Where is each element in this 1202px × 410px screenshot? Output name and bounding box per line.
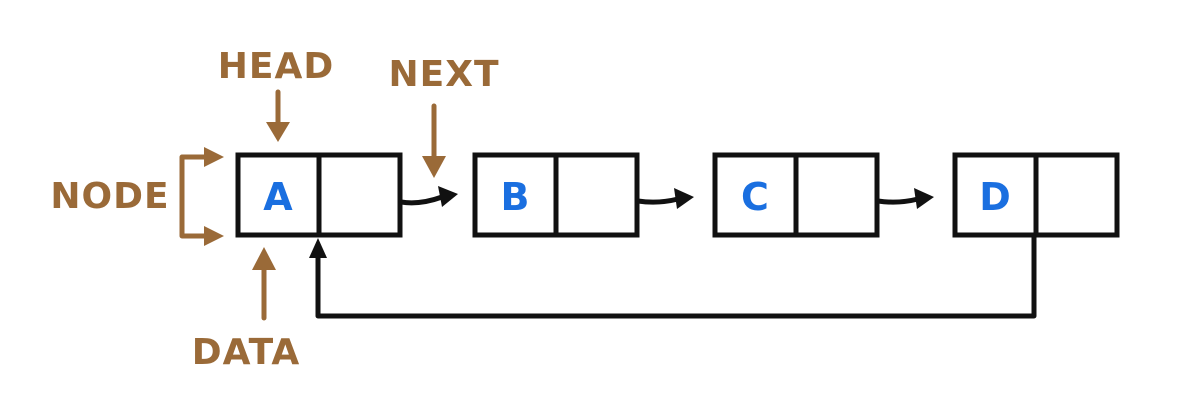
arrow-a-to-b xyxy=(398,186,458,207)
node-a: A xyxy=(235,152,403,238)
head-label: HEAD xyxy=(218,46,334,87)
return-arrow-head xyxy=(309,238,327,258)
node-a-value: A xyxy=(263,175,293,219)
node-bracket-bottom-arrow xyxy=(204,226,224,246)
data-annotation: DATA xyxy=(192,247,301,373)
arrow-b-to-c-head xyxy=(674,188,694,209)
return-arrow-d-to-a xyxy=(309,234,1037,319)
node-bracket-top-arrow xyxy=(204,147,224,167)
arrow-b-to-c-line xyxy=(635,196,681,205)
head-arrow-head xyxy=(266,122,290,142)
node-d-value: D xyxy=(979,175,1011,219)
node-b: B xyxy=(472,152,640,238)
node-annotation: NODE xyxy=(50,147,224,246)
node-b-value: B xyxy=(501,175,530,219)
return-arrow-line xyxy=(315,234,1037,319)
arrow-a-to-b-head xyxy=(438,186,458,207)
node-c: C xyxy=(712,152,880,238)
node-label: NODE xyxy=(50,176,169,217)
arrow-c-to-d-line xyxy=(875,196,921,205)
node-bracket xyxy=(179,154,208,239)
next-annotation: NEXT xyxy=(388,54,499,178)
next-label: NEXT xyxy=(388,54,499,95)
arrow-a-to-b-line xyxy=(398,194,445,206)
node-c-value: C xyxy=(741,175,769,219)
node-d: D xyxy=(952,152,1120,238)
arrow-b-to-c xyxy=(635,188,694,209)
data-label: DATA xyxy=(192,332,301,373)
arrow-c-to-d xyxy=(875,188,934,209)
arrow-c-to-d-head xyxy=(914,188,934,209)
next-arrow-head xyxy=(422,156,446,178)
head-annotation: HEAD xyxy=(218,46,334,142)
data-arrow-head xyxy=(252,247,276,270)
